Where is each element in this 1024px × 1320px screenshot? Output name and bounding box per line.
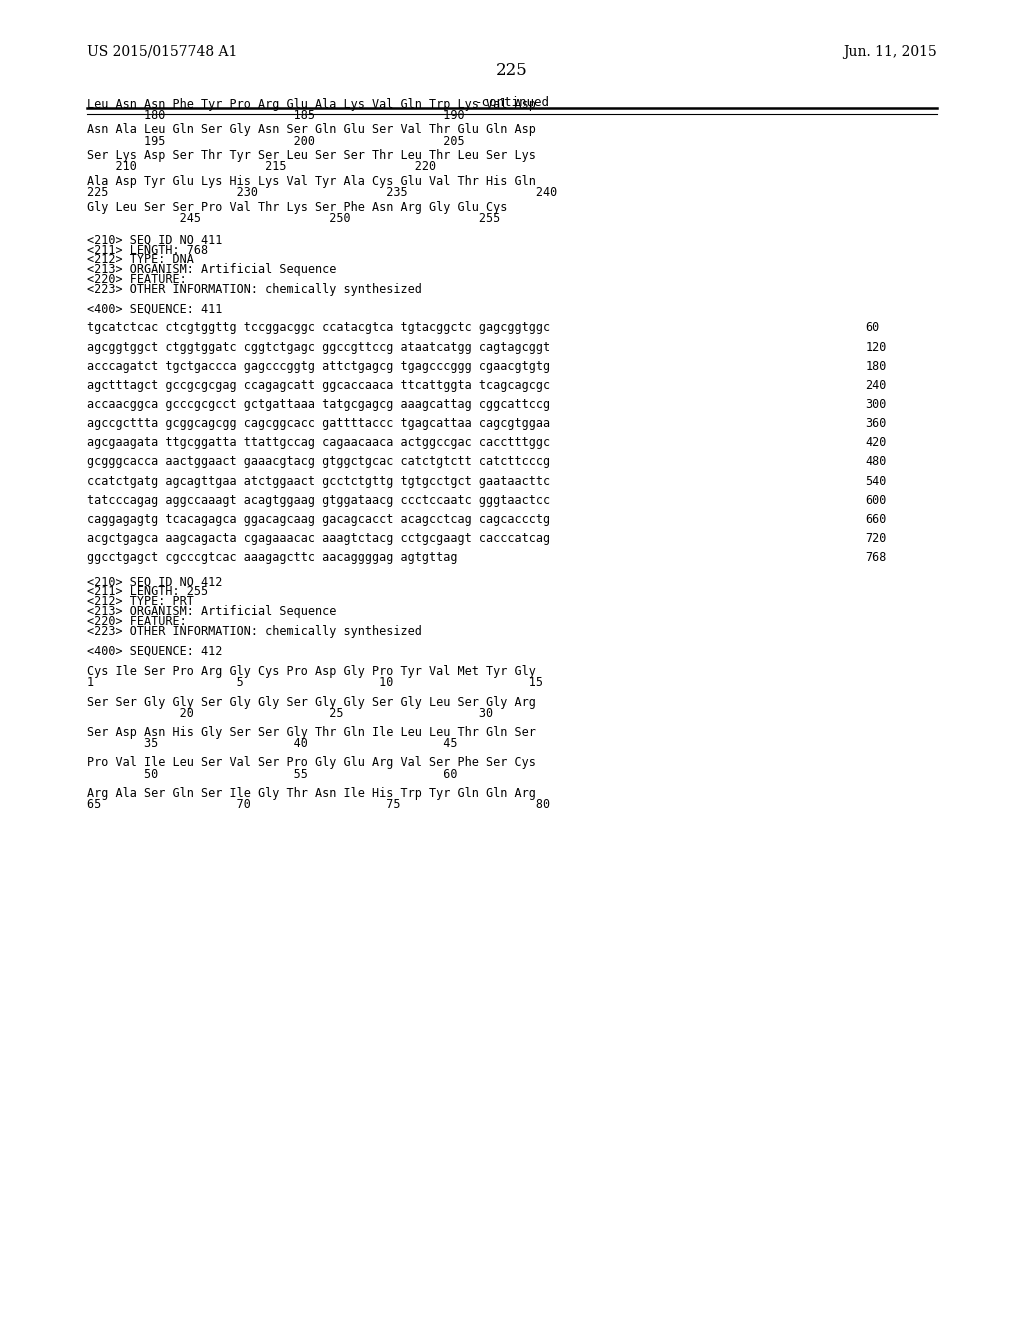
Text: <211> LENGTH: 255: <211> LENGTH: 255 (87, 586, 208, 598)
Text: 660: 660 (865, 512, 887, 525)
Text: 240: 240 (865, 379, 887, 392)
Text: 360: 360 (865, 417, 887, 430)
Text: 195                  200                  205: 195 200 205 (87, 135, 465, 148)
Text: <220> FEATURE:: <220> FEATURE: (87, 273, 186, 286)
Text: Ala Asp Tyr Glu Lys His Lys Val Tyr Ala Cys Glu Val Thr His Gln: Ala Asp Tyr Glu Lys His Lys Val Tyr Ala … (87, 174, 536, 187)
Text: 420: 420 (865, 436, 887, 449)
Text: Pro Val Ile Leu Ser Val Ser Pro Gly Glu Arg Val Ser Phe Ser Cys: Pro Val Ile Leu Ser Val Ser Pro Gly Glu … (87, 756, 536, 770)
Text: Ser Lys Asp Ser Thr Tyr Ser Leu Ser Ser Thr Leu Thr Leu Ser Lys: Ser Lys Asp Ser Thr Tyr Ser Leu Ser Ser … (87, 149, 536, 162)
Text: <210> SEQ ID NO 412: <210> SEQ ID NO 412 (87, 576, 222, 589)
Text: 210                  215                  220: 210 215 220 (87, 161, 436, 173)
Text: caggagagtg tcacagagca ggacagcaag gacagcacct acagcctcag cagcaccctg: caggagagtg tcacagagca ggacagcaag gacagca… (87, 512, 550, 525)
Text: tatcccagag aggccaaagt acagtggaag gtggataacg ccctccaatc gggtaactcc: tatcccagag aggccaaagt acagtggaag gtggata… (87, 494, 550, 507)
Text: acgctgagca aagcagacta cgagaaacac aaagtctacg cctgcgaagt cacccatcag: acgctgagca aagcagacta cgagaaacac aaagtct… (87, 532, 550, 545)
Text: <213> ORGANISM: Artificial Sequence: <213> ORGANISM: Artificial Sequence (87, 263, 337, 276)
Text: Asn Ala Leu Gln Ser Gly Asn Ser Gln Glu Ser Val Thr Glu Gln Asp: Asn Ala Leu Gln Ser Gly Asn Ser Gln Glu … (87, 124, 536, 136)
Text: 180                  185                  190: 180 185 190 (87, 110, 465, 121)
Text: US 2015/0157748 A1: US 2015/0157748 A1 (87, 45, 238, 59)
Text: Cys Ile Ser Pro Arg Gly Cys Pro Asp Gly Pro Tyr Val Met Tyr Gly: Cys Ile Ser Pro Arg Gly Cys Pro Asp Gly … (87, 665, 536, 678)
Text: Arg Ala Ser Gln Ser Ile Gly Thr Asn Ile His Trp Tyr Gln Gln Arg: Arg Ala Ser Gln Ser Ile Gly Thr Asn Ile … (87, 787, 536, 800)
Text: agccgcttta gcggcagcgg cagcggcacc gattttaccc tgagcattaa cagcgtggaa: agccgcttta gcggcagcgg cagcggcacc gatttta… (87, 417, 550, 430)
Text: 480: 480 (865, 455, 887, 469)
Text: tgcatctcac ctcgtggttg tccggacggc ccatacgtca tgtacggctc gagcggtggc: tgcatctcac ctcgtggttg tccggacggc ccatacg… (87, 322, 550, 334)
Text: Ser Ser Gly Gly Ser Gly Gly Ser Gly Gly Ser Gly Leu Ser Gly Arg: Ser Ser Gly Gly Ser Gly Gly Ser Gly Gly … (87, 696, 536, 709)
Text: 768: 768 (865, 552, 887, 564)
Text: <400> SEQUENCE: 412: <400> SEQUENCE: 412 (87, 644, 222, 657)
Text: 20                   25                   30: 20 25 30 (87, 708, 494, 719)
Text: Ser Asp Asn His Gly Ser Ser Gly Thr Gln Ile Leu Leu Thr Gln Ser: Ser Asp Asn His Gly Ser Ser Gly Thr Gln … (87, 726, 536, 739)
Text: <400> SEQUENCE: 411: <400> SEQUENCE: 411 (87, 302, 222, 315)
Text: <210> SEQ ID NO 411: <210> SEQ ID NO 411 (87, 234, 222, 247)
Text: 720: 720 (865, 532, 887, 545)
Text: <212> TYPE: PRT: <212> TYPE: PRT (87, 595, 194, 609)
Text: <223> OTHER INFORMATION: chemically synthesized: <223> OTHER INFORMATION: chemically synt… (87, 626, 422, 638)
Text: ggcctgagct cgcccgtcac aaagagcttc aacaggggag agtgttag: ggcctgagct cgcccgtcac aaagagcttc aacaggg… (87, 552, 458, 564)
Text: gcgggcacca aactggaact gaaacgtacg gtggctgcac catctgtctt catcttcccg: gcgggcacca aactggaact gaaacgtacg gtggctg… (87, 455, 550, 469)
Text: 225: 225 (496, 62, 528, 79)
Text: agcggtggct ctggtggatc cggtctgagc ggccgttccg ataatcatgg cagtagcggt: agcggtggct ctggtggatc cggtctgagc ggccgtt… (87, 341, 550, 354)
Text: 120: 120 (865, 341, 887, 354)
Text: 65                   70                   75                   80: 65 70 75 80 (87, 797, 550, 810)
Text: Leu Asn Asn Phe Tyr Pro Arg Glu Ala Lys Val Gln Trp Lys Val Asp: Leu Asn Asn Phe Tyr Pro Arg Glu Ala Lys … (87, 98, 536, 111)
Text: agctttagct gccgcgcgag ccagagcatt ggcaccaaca ttcattggta tcagcagcgc: agctttagct gccgcgcgag ccagagcatt ggcacca… (87, 379, 550, 392)
Text: ccatctgatg agcagttgaa atctggaact gcctctgttg tgtgcctgct gaataacttc: ccatctgatg agcagttgaa atctggaact gcctctg… (87, 475, 550, 487)
Text: 300: 300 (865, 399, 887, 411)
Text: -continued: -continued (474, 96, 550, 110)
Text: agcgaagata ttgcggatta ttattgccag cagaacaaca actggccgac cacctttggc: agcgaagata ttgcggatta ttattgccag cagaaca… (87, 436, 550, 449)
Text: Gly Leu Ser Ser Pro Val Thr Lys Ser Phe Asn Arg Gly Glu Cys: Gly Leu Ser Ser Pro Val Thr Lys Ser Phe … (87, 201, 508, 214)
Text: <220> FEATURE:: <220> FEATURE: (87, 615, 186, 628)
Text: 245                  250                  255: 245 250 255 (87, 211, 501, 224)
Text: 35                   40                   45: 35 40 45 (87, 737, 458, 750)
Text: Jun. 11, 2015: Jun. 11, 2015 (843, 45, 937, 59)
Text: 225                  230                  235                  240: 225 230 235 240 (87, 186, 557, 199)
Text: <223> OTHER INFORMATION: chemically synthesized: <223> OTHER INFORMATION: chemically synt… (87, 284, 422, 296)
Text: 60: 60 (865, 322, 880, 334)
Text: 1                    5                   10                   15: 1 5 10 15 (87, 676, 543, 689)
Text: <213> ORGANISM: Artificial Sequence: <213> ORGANISM: Artificial Sequence (87, 605, 337, 618)
Text: <211> LENGTH: 768: <211> LENGTH: 768 (87, 243, 208, 256)
Text: 50                   55                   60: 50 55 60 (87, 768, 458, 780)
Text: 540: 540 (865, 475, 887, 487)
Text: 600: 600 (865, 494, 887, 507)
Text: acccagatct tgctgaccca gagcccggtg attctgagcg tgagcccggg cgaacgtgtg: acccagatct tgctgaccca gagcccggtg attctga… (87, 359, 550, 372)
Text: accaacggca gcccgcgcct gctgattaaa tatgcgagcg aaagcattag cggcattccg: accaacggca gcccgcgcct gctgattaaa tatgcga… (87, 399, 550, 411)
Text: 180: 180 (865, 359, 887, 372)
Text: <212> TYPE: DNA: <212> TYPE: DNA (87, 253, 194, 267)
